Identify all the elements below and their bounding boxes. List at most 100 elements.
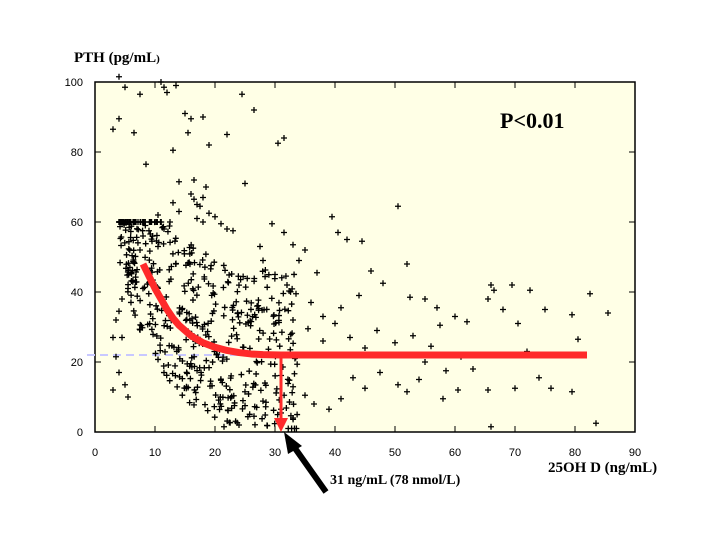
data-point	[125, 245, 132, 252]
data-point	[202, 251, 209, 258]
data-point	[258, 358, 265, 365]
data-point	[276, 343, 283, 350]
plot-area	[94, 81, 636, 433]
data-point	[404, 388, 410, 395]
data-point	[347, 334, 353, 341]
data-point	[215, 397, 222, 404]
data-point	[163, 372, 170, 379]
data-point	[183, 316, 190, 323]
data-point	[440, 395, 446, 402]
data-point	[252, 381, 259, 388]
data-point	[113, 317, 119, 323]
data-point	[116, 115, 122, 122]
data-point	[225, 394, 232, 401]
data-point	[188, 241, 195, 248]
data-point	[163, 293, 170, 300]
data-point	[189, 320, 196, 327]
data-point	[265, 346, 272, 353]
data-point	[206, 364, 213, 371]
data-point	[139, 324, 146, 331]
data-point	[153, 232, 160, 239]
data-point	[239, 405, 246, 412]
data-point	[214, 351, 221, 358]
data-point	[110, 334, 116, 341]
data-point	[290, 401, 297, 408]
data-point	[290, 317, 296, 323]
data-point	[238, 309, 245, 316]
data-point	[235, 313, 242, 320]
data-point	[160, 240, 167, 247]
data-point	[192, 314, 199, 321]
data-point	[155, 212, 161, 218]
data-point	[183, 369, 190, 376]
data-point	[228, 372, 235, 379]
data-point	[488, 282, 494, 288]
threshold-arrow-shaft	[289, 442, 329, 494]
data-point	[587, 290, 593, 297]
data-point	[205, 280, 212, 287]
data-point	[113, 353, 119, 360]
data-point	[302, 392, 308, 399]
data-point	[118, 242, 125, 249]
data-point	[204, 328, 211, 335]
data-point	[143, 161, 149, 168]
data-point	[208, 318, 215, 325]
data-point	[605, 310, 611, 316]
data-point	[199, 256, 206, 263]
data-point	[196, 261, 203, 268]
data-point	[269, 220, 275, 227]
data-point	[172, 362, 179, 369]
data-point	[275, 140, 281, 147]
data-point	[329, 213, 335, 220]
data-point	[185, 129, 191, 136]
data-point	[271, 275, 278, 282]
data-point	[186, 250, 193, 257]
data-point	[291, 370, 298, 377]
data-point	[126, 264, 133, 271]
data-point	[527, 287, 533, 294]
data-point	[160, 223, 167, 230]
data-point	[287, 412, 294, 419]
data-point	[264, 284, 271, 291]
data-point	[221, 304, 228, 311]
data-point	[344, 236, 350, 243]
data-point	[290, 383, 297, 390]
data-point	[188, 354, 195, 361]
data-point	[139, 227, 146, 234]
data-point	[434, 304, 440, 311]
data-point	[145, 290, 152, 297]
data-point	[127, 228, 134, 235]
data-point	[193, 292, 200, 299]
data-point	[183, 309, 190, 316]
x-tick-label: 50	[389, 447, 401, 459]
data-point	[219, 379, 226, 386]
data-point	[251, 421, 258, 428]
data-point	[117, 219, 124, 225]
data-point	[183, 336, 190, 343]
data-point	[251, 413, 257, 420]
data-point	[273, 385, 280, 392]
data-point	[542, 306, 548, 313]
data-point	[332, 320, 338, 327]
data-point	[192, 389, 199, 396]
data-point	[293, 425, 300, 432]
data-point	[132, 274, 139, 281]
data-point	[262, 273, 269, 280]
data-point	[422, 359, 428, 365]
data-point	[152, 321, 159, 328]
data-point	[185, 280, 192, 287]
data-point	[410, 332, 416, 339]
data-point	[127, 234, 134, 241]
data-point	[259, 398, 266, 405]
data-point	[146, 227, 152, 234]
data-point	[190, 287, 197, 294]
data-point	[392, 339, 398, 346]
data-point	[134, 239, 141, 246]
data-point	[209, 310, 216, 317]
data-point	[161, 84, 167, 91]
data-point	[259, 268, 266, 275]
data-point	[176, 178, 182, 185]
data-point	[148, 326, 155, 333]
data-point	[155, 356, 162, 363]
